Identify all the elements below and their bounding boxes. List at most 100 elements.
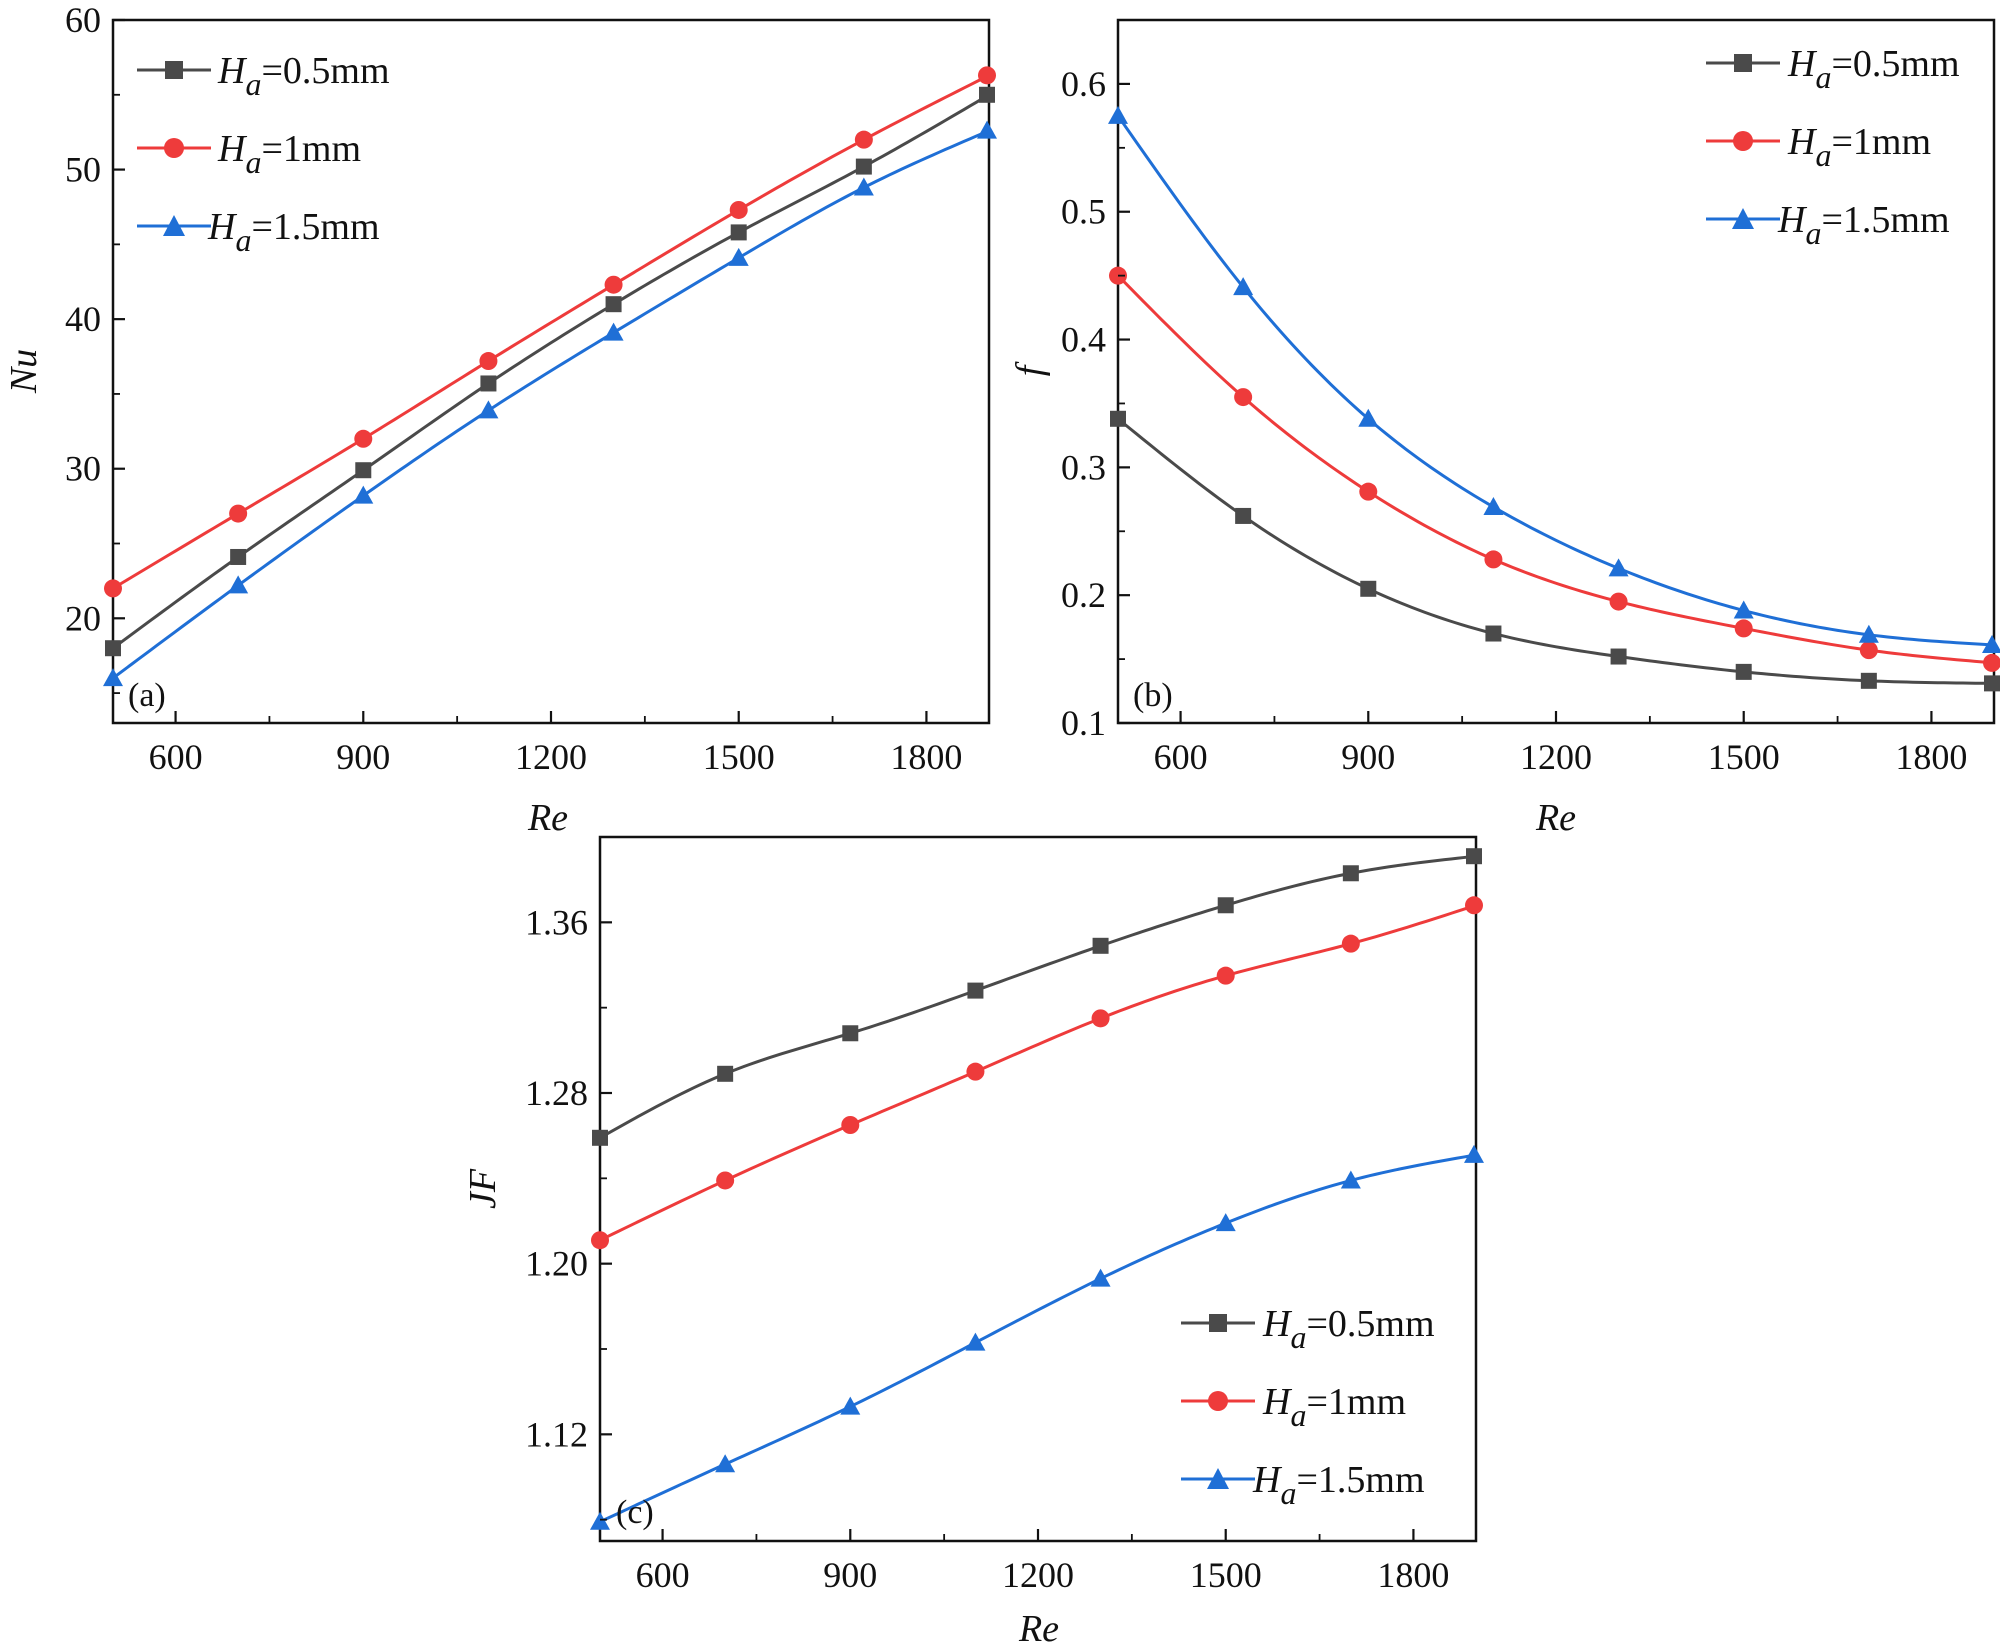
data-point-triangle-b xyxy=(1483,496,1504,515)
y-tick-label-a: 20 xyxy=(65,598,101,638)
panel-label-c: (c) xyxy=(616,1494,654,1531)
data-point-square-c xyxy=(1092,937,1109,954)
y-tick-label-b: 0.1 xyxy=(1061,703,1106,743)
data-point-triangle-c xyxy=(590,1511,610,1530)
data-point-triangle-a xyxy=(977,120,997,139)
data-point-square-a xyxy=(979,86,995,103)
legend-var-b-2: H xyxy=(1777,199,1808,241)
legend-label-c-1: Ha=1mm xyxy=(1262,1381,1406,1433)
series-line-a-0 xyxy=(112,93,990,650)
panel-c-jf-factor: 600 900 1200 1500 1800 1.12 1.20 1.28 1.36 (c) R… xyxy=(462,835,1484,1649)
x-axis-label-c: Re xyxy=(1018,1608,1059,1649)
x-tick-label-b: 1200 xyxy=(1520,737,1592,777)
x-tick-label-c: 1200 xyxy=(1002,1555,1074,1595)
legend-sub-c-1: a xyxy=(1290,1397,1306,1433)
y-tick-label-b: 0.4 xyxy=(1061,320,1106,360)
data-point-circle-b xyxy=(1484,550,1503,569)
data-point-triangle-a xyxy=(103,668,123,687)
data-point-circle-b xyxy=(1983,653,2000,672)
x-tick-label-a: 1500 xyxy=(703,737,775,777)
x-tick-label-c: 900 xyxy=(823,1555,877,1595)
legend-var-b-0: H xyxy=(1787,43,1818,85)
legend-entry-b-1: Ha=1mm xyxy=(1706,121,1931,173)
series-line-c-0 xyxy=(599,854,1477,1140)
data-point-triangle-c xyxy=(715,1454,736,1473)
legend-sub-c-0: a xyxy=(1290,1319,1306,1355)
y-tick-label-b: 0.6 xyxy=(1061,64,1106,104)
legend-var-c-2: H xyxy=(1252,1459,1283,1501)
data-point-square-c xyxy=(717,1065,734,1082)
data-point-square-a xyxy=(605,296,622,313)
data-point-triangle-b xyxy=(1733,600,1754,619)
legend-var-a-2: H xyxy=(207,206,238,248)
legend-entry-c-0: Ha=0.5mm xyxy=(1181,1303,1435,1355)
legend-triangle-marker-b xyxy=(1732,208,1754,229)
data-point-triangle-a xyxy=(728,247,749,266)
data-point-square-b xyxy=(1984,675,2000,692)
data-point-triangle-c xyxy=(840,1396,861,1415)
data-point-circle-b xyxy=(1859,641,1878,660)
y-tick-label-c: 1.20 xyxy=(525,1244,588,1284)
series-line-a-2 xyxy=(112,129,990,680)
x-tick-label-a: 600 xyxy=(149,737,203,777)
data-point-circle-a xyxy=(354,429,373,448)
data-point-square-a xyxy=(855,158,872,175)
y-tick-label-a: 50 xyxy=(65,150,101,190)
series-line-b-2 xyxy=(1116,115,1995,647)
legend-value-b-1: =1mm xyxy=(1831,121,1931,163)
legend-var-b-1: H xyxy=(1787,121,1818,163)
x-tick-label-a: 1800 xyxy=(890,737,962,777)
data-point-circle-a xyxy=(854,130,873,149)
legend-label-a-1: Ha=1mm xyxy=(217,128,361,180)
data-point-circle-a xyxy=(229,504,248,523)
y-tick-label-b: 0.5 xyxy=(1061,192,1106,232)
data-point-triangle-a xyxy=(228,575,249,594)
y-axis-label-b: f xyxy=(1009,361,1051,376)
y-tick-label-c: 1.36 xyxy=(525,902,588,942)
legend-sub-a-1: a xyxy=(245,144,261,180)
x-tick-label-a: 900 xyxy=(336,737,390,777)
y-axis-label-c: JF xyxy=(462,1168,504,1209)
y-tick-label-c: 1.12 xyxy=(525,1414,588,1454)
legend-value-b-0: =0.5mm xyxy=(1831,43,1959,85)
legend-entry-a-0: Ha=0.5mm xyxy=(137,50,390,102)
series-marks-c xyxy=(590,848,1484,1530)
x-tick-label-a: 1200 xyxy=(515,737,587,777)
legend-sub-a-2: a xyxy=(235,222,251,258)
legend-label-a-2: Ha=1.5mm xyxy=(207,206,380,258)
x-tick-label-c: 1500 xyxy=(1190,1555,1262,1595)
legend-var-a-0: H xyxy=(217,50,248,92)
y-tick-label-b: 0.2 xyxy=(1061,575,1106,615)
axis-ticks-a: 600 900 1200 1500 1800 20 30 40 50 60 xyxy=(65,0,962,777)
series-marks-a xyxy=(103,66,997,687)
data-point-circle-c xyxy=(966,1062,985,1081)
data-point-square-a xyxy=(230,548,247,565)
legend-var-c-1: H xyxy=(1262,1381,1293,1423)
legend-sub-b-0: a xyxy=(1815,59,1831,95)
series-marks-b xyxy=(1108,105,2000,692)
legend-square-marker-c xyxy=(1209,1314,1227,1332)
x-tick-label-c: 1800 xyxy=(1377,1555,1449,1595)
data-point-circle-c xyxy=(1091,1009,1110,1028)
data-point-triangle-c xyxy=(1340,1170,1361,1189)
data-point-square-c xyxy=(967,982,984,999)
data-point-circle-c xyxy=(841,1116,860,1134)
legend-value-c-0: =0.5mm xyxy=(1306,1303,1434,1345)
legend-entry-b-0: Ha=0.5mm xyxy=(1706,43,1960,95)
data-point-square-c xyxy=(1342,865,1359,882)
legend-var-a-1: H xyxy=(217,128,248,170)
x-axis-label-a: Re xyxy=(527,797,568,839)
data-point-circle-a xyxy=(729,200,748,219)
legend-triangle-marker-c xyxy=(1207,1468,1229,1489)
data-point-triangle-b xyxy=(1233,277,1254,296)
data-point-triangle-c xyxy=(1215,1213,1236,1232)
panel-b-friction-factor: 600 900 1200 1500 1800 0.1 0.2 0.3 0.4 0.5 0.6 (b)… xyxy=(1009,18,2000,839)
data-point-circle-b xyxy=(1234,388,1253,407)
data-point-triangle-c xyxy=(1464,1144,1484,1163)
data-point-square-b xyxy=(1735,663,1752,680)
legend-entry-a-2: Ha=1.5mm xyxy=(137,206,380,258)
data-point-square-b xyxy=(1360,580,1377,597)
data-point-triangle-c xyxy=(1090,1268,1111,1287)
legend-sub-b-2: a xyxy=(1805,215,1821,251)
data-point-circle-c xyxy=(1341,934,1360,953)
